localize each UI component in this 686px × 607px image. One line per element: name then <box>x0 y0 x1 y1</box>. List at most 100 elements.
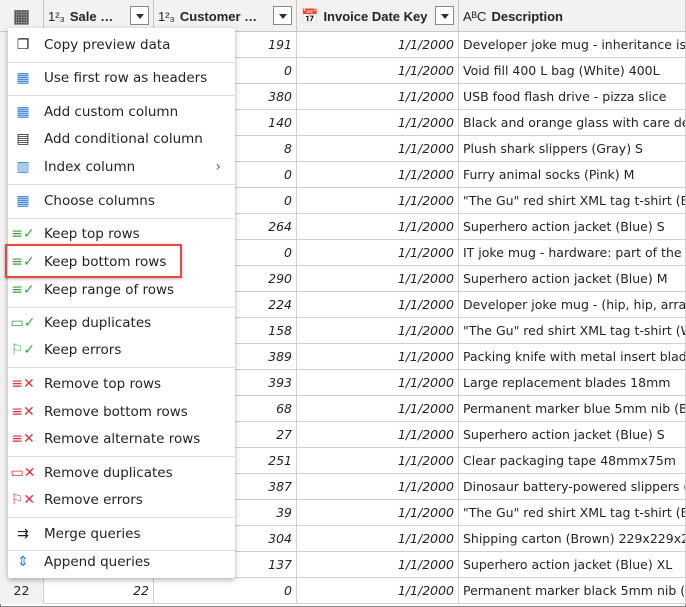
filter-dropdown-button[interactable] <box>273 6 292 25</box>
cell-invoice-date-key[interactable]: 1/1/2000 <box>297 370 459 396</box>
menu-item-remove-top-rows[interactable]: ≡✕ Remove top rows <box>8 371 235 397</box>
cell-description[interactable]: Clear packaging tape 48mmx75m <box>459 448 686 474</box>
cell-customer-key[interactable]: 224 <box>154 292 297 318</box>
menu-separator <box>8 184 235 185</box>
cell-invoice-date-key[interactable]: 1/1/2000 <box>297 422 459 448</box>
cell-customer-key[interactable]: 0 <box>154 162 297 188</box>
cell-description[interactable]: Void fill 400 L bag (White) 400L <box>459 58 686 84</box>
column-name: Invoice Date Key <box>323 8 428 24</box>
cell-description[interactable]: Superhero action jacket (Blue) S <box>459 214 686 240</box>
cell-invoice-date-key[interactable]: 1/1/2000 <box>297 188 459 214</box>
cell-description[interactable]: Packing knife with metal insert blade <box>459 344 686 370</box>
cell-description[interactable]: Developer joke mug - (hip, hip, array) <box>459 292 686 318</box>
cell-customer-key[interactable]: 68 <box>154 396 297 422</box>
cell-invoice-date-key[interactable]: 1/1/2000 <box>297 344 459 370</box>
cell-customer-key[interactable]: 290 <box>154 266 297 292</box>
table-row: 22 22 0 1/1/2000 Permanent marker black 5mm … <box>0 578 686 604</box>
filter-dropdown-button[interactable] <box>435 6 454 25</box>
conditional-column-icon: ▤ <box>16 131 30 147</box>
cell-customer-key[interactable]: 0 <box>154 58 297 84</box>
menu-item-keep-bottom-rows[interactable]: ≡✓ Keep bottom rows <box>8 249 235 275</box>
menu-item-remove-bottom-rows[interactable]: ≡✕ Remove bottom rows <box>8 399 235 425</box>
cell-customer-key[interactable]: 380 <box>154 84 297 110</box>
cell-invoice-date-key[interactable]: 1/1/2000 <box>297 136 459 162</box>
menu-item-label: Remove duplicates <box>44 465 173 481</box>
column-header-sale-key[interactable]: 1²₃ Sale Key <box>44 0 154 32</box>
cell-sale-key[interactable]: 22 <box>44 578 154 604</box>
cell-description[interactable]: "The Gu" red shirt XML tag t-shirt (Blac… <box>459 500 686 526</box>
menu-item-merge-queries[interactable]: ⇉ Merge queries <box>8 521 235 547</box>
cell-invoice-date-key[interactable]: 1/1/2000 <box>297 474 459 500</box>
cell-invoice-date-key[interactable]: 1/1/2000 <box>297 266 459 292</box>
cell-description[interactable]: Superhero action jacket (Blue) XL <box>459 552 686 578</box>
cell-customer-key[interactable]: 0 <box>154 240 297 266</box>
cell-invoice-date-key[interactable]: 1/1/2000 <box>297 448 459 474</box>
cell-description[interactable]: Superhero action jacket (Blue) S <box>459 422 686 448</box>
cell-invoice-date-key[interactable]: 1/1/2000 <box>297 552 459 578</box>
cell-customer-key[interactable]: 137 <box>154 552 297 578</box>
cell-description[interactable]: Plush shark slippers (Gray) S <box>459 136 686 162</box>
menu-item-keep-range-of-rows[interactable]: ≡✓ Keep range of rows <box>8 277 235 303</box>
cell-customer-key[interactable]: 158 <box>154 318 297 344</box>
cell-customer-key[interactable]: 27 <box>154 422 297 448</box>
menu-item-copy-preview-data[interactable]: ❐ Copy preview data <box>8 32 235 58</box>
cell-description[interactable]: IT joke mug - hardware: part of the comp… <box>459 240 686 266</box>
cell-customer-key[interactable]: 0 <box>154 188 297 214</box>
column-header-invoice-date-key[interactable]: 📅 Invoice Date Key <box>297 0 459 32</box>
cell-customer-key[interactable]: 387 <box>154 474 297 500</box>
cell-invoice-date-key[interactable]: 1/1/2000 <box>297 500 459 526</box>
menu-item-keep-errors[interactable]: ⚐✓ Keep errors <box>8 337 235 363</box>
filter-dropdown-button[interactable] <box>130 6 149 25</box>
cell-description[interactable]: Superhero action jacket (Blue) M <box>459 266 686 292</box>
row-number[interactable]: 22 <box>0 578 44 604</box>
menu-item-index-column[interactable]: ▥ Index column › <box>8 154 235 180</box>
cell-invoice-date-key[interactable]: 1/1/2000 <box>297 240 459 266</box>
cell-customer-key[interactable]: 39 <box>154 500 297 526</box>
cell-description[interactable]: Furry animal socks (Pink) M <box>459 162 686 188</box>
cell-description[interactable]: Developer joke mug - inheritance is the … <box>459 32 686 58</box>
cell-invoice-date-key[interactable]: 1/1/2000 <box>297 396 459 422</box>
cell-customer-key[interactable]: 8 <box>154 136 297 162</box>
menu-item-append-queries[interactable]: ⇕ Append queries <box>8 549 235 575</box>
menu-item-keep-top-rows[interactable]: ≡✓ Keep top rows <box>8 221 235 247</box>
menu-item-remove-duplicates[interactable]: ▭✕ Remove duplicates <box>8 460 235 486</box>
menu-item-add-conditional-column[interactable]: ▤ Add conditional column <box>8 126 235 152</box>
cell-description[interactable]: Shipping carton (Brown) 229x229x229mm <box>459 526 686 552</box>
table-menu-button[interactable]: ▦ <box>0 0 44 32</box>
menu-item-keep-duplicates[interactable]: ▭✓ Keep duplicates <box>8 310 235 336</box>
cell-customer-key[interactable]: 191 <box>154 32 297 58</box>
cell-description[interactable]: USB food flash drive - pizza slice <box>459 84 686 110</box>
column-header-description[interactable]: AᴮC Description <box>459 0 686 32</box>
cell-customer-key[interactable]: 251 <box>154 448 297 474</box>
cell-invoice-date-key[interactable]: 1/1/2000 <box>297 110 459 136</box>
cell-description[interactable]: Black and orange glass with care despatc… <box>459 110 686 136</box>
cell-description[interactable]: "The Gu" red shirt XML tag t-shirt (Whit… <box>459 318 686 344</box>
cell-description[interactable]: Dinosaur battery-powered slippers (Green… <box>459 474 686 500</box>
cell-customer-key[interactable]: 389 <box>154 344 297 370</box>
cell-invoice-date-key[interactable]: 1/1/2000 <box>297 162 459 188</box>
cell-invoice-date-key[interactable]: 1/1/2000 <box>297 214 459 240</box>
cell-invoice-date-key[interactable]: 1/1/2000 <box>297 292 459 318</box>
menu-item-choose-columns[interactable]: ▦ Choose columns <box>8 188 235 214</box>
cell-invoice-date-key[interactable]: 1/1/2000 <box>297 578 459 604</box>
cell-invoice-date-key[interactable]: 1/1/2000 <box>297 84 459 110</box>
menu-item-label: Merge queries <box>44 526 141 542</box>
cell-description[interactable]: "The Gu" red shirt XML tag t-shirt (Blac… <box>459 188 686 214</box>
cell-customer-key[interactable]: 0 <box>154 578 297 604</box>
cell-description[interactable]: Permanent marker black 5mm nib (Black) <box>459 578 686 604</box>
cell-customer-key[interactable]: 264 <box>154 214 297 240</box>
menu-item-remove-alternate-rows[interactable]: ≡✕ Remove alternate rows <box>8 426 235 452</box>
cell-customer-key[interactable]: 304 <box>154 526 297 552</box>
column-header-customer-key[interactable]: 1²₃ Customer Key <box>154 0 297 32</box>
cell-invoice-date-key[interactable]: 1/1/2000 <box>297 58 459 84</box>
cell-description[interactable]: Permanent marker blue 5mm nib (Blue) <box>459 396 686 422</box>
cell-customer-key[interactable]: 140 <box>154 110 297 136</box>
cell-description[interactable]: Large replacement blades 18mm <box>459 370 686 396</box>
menu-item-add-custom-column[interactable]: ▦ Add custom column <box>8 99 235 125</box>
menu-item-use-first-row-as-headers[interactable]: ▦ Use first row as headers <box>8 65 235 91</box>
menu-item-remove-errors[interactable]: ⚐✕ Remove errors <box>8 487 235 513</box>
cell-invoice-date-key[interactable]: 1/1/2000 <box>297 526 459 552</box>
cell-invoice-date-key[interactable]: 1/1/2000 <box>297 32 459 58</box>
cell-invoice-date-key[interactable]: 1/1/2000 <box>297 318 459 344</box>
cell-customer-key[interactable]: 393 <box>154 370 297 396</box>
